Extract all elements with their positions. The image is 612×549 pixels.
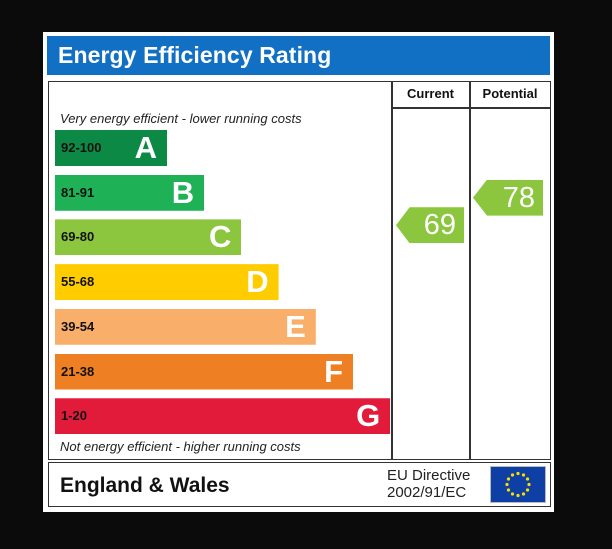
region-label: England & Wales — [60, 474, 230, 497]
rating-table: Current Potential Very energy efficient … — [48, 81, 551, 460]
footer: England & Wales EU Directive 2002/91/EC — [48, 462, 551, 507]
potential-rating-arrow: 78 — [473, 179, 543, 216]
band-range-label: 21-38 — [61, 363, 95, 379]
band-range-label: 92-100 — [61, 140, 102, 155]
flag-star — [505, 482, 509, 487]
band-e: 39-54 E — [55, 308, 316, 345]
divider-current — [391, 82, 393, 459]
flag-star — [506, 488, 511, 492]
column-header-current: Current — [407, 86, 454, 101]
current-rating-arrow: 69 — [396, 207, 464, 244]
band-letter-label: E — [285, 308, 306, 344]
band-g: 1-20 G — [55, 398, 391, 435]
band-letter-label: G — [356, 398, 381, 434]
flag-star — [521, 473, 526, 477]
directive-line-1: EU Directive — [387, 467, 471, 484]
flag-star — [510, 492, 515, 496]
directive-label: EU Directive 2002/91/EC — [387, 467, 470, 501]
band-letter-label: B — [171, 174, 195, 210]
band-range-label: 81-91 — [61, 184, 95, 200]
chart-title: Energy Efficiency Rating — [58, 42, 332, 68]
eu-flag-icon — [490, 466, 546, 503]
band-letter-label: C — [209, 219, 232, 255]
band-letter-label: A — [134, 130, 157, 165]
band-range-label: 39-54 — [61, 318, 95, 334]
band-a: 92-100 A — [55, 130, 167, 166]
note-inefficient: Not energy efficient - higher running co… — [60, 439, 301, 454]
flag-star — [516, 471, 520, 476]
flag-star — [516, 493, 520, 498]
flag-star — [521, 492, 526, 496]
band-c: 69-80 C — [55, 219, 242, 256]
flag-star — [525, 488, 530, 492]
note-efficient: Very energy efficient - lower running co… — [60, 111, 302, 126]
flag-star — [527, 482, 531, 487]
band-d: 55-68 D — [55, 264, 279, 301]
header-bar: Energy Efficiency Rating — [47, 36, 550, 75]
current-rating-value: 69 — [423, 209, 456, 242]
eu-flag-stars — [505, 471, 531, 498]
directive-line-2: 2002/91/EC — [387, 484, 467, 501]
band-letter-label: F — [324, 353, 343, 389]
band-range-label: 55-68 — [61, 274, 95, 290]
divider-potential — [469, 82, 471, 459]
potential-rating-value: 78 — [502, 181, 535, 214]
band-range-label: 1-20 — [61, 408, 88, 424]
header-divider — [391, 107, 550, 109]
flag-star — [510, 473, 515, 477]
flag-star — [525, 477, 530, 481]
band-letter-label: D — [246, 264, 269, 300]
flag-star — [506, 477, 511, 481]
band-b: 81-91 B — [55, 174, 205, 211]
band-range-label: 69-80 — [61, 229, 95, 245]
energy-rating-card: Energy Efficiency Rating Current Potenti… — [43, 32, 554, 512]
band-f: 21-38 F — [55, 353, 353, 390]
column-header-potential: Potential — [482, 86, 538, 101]
